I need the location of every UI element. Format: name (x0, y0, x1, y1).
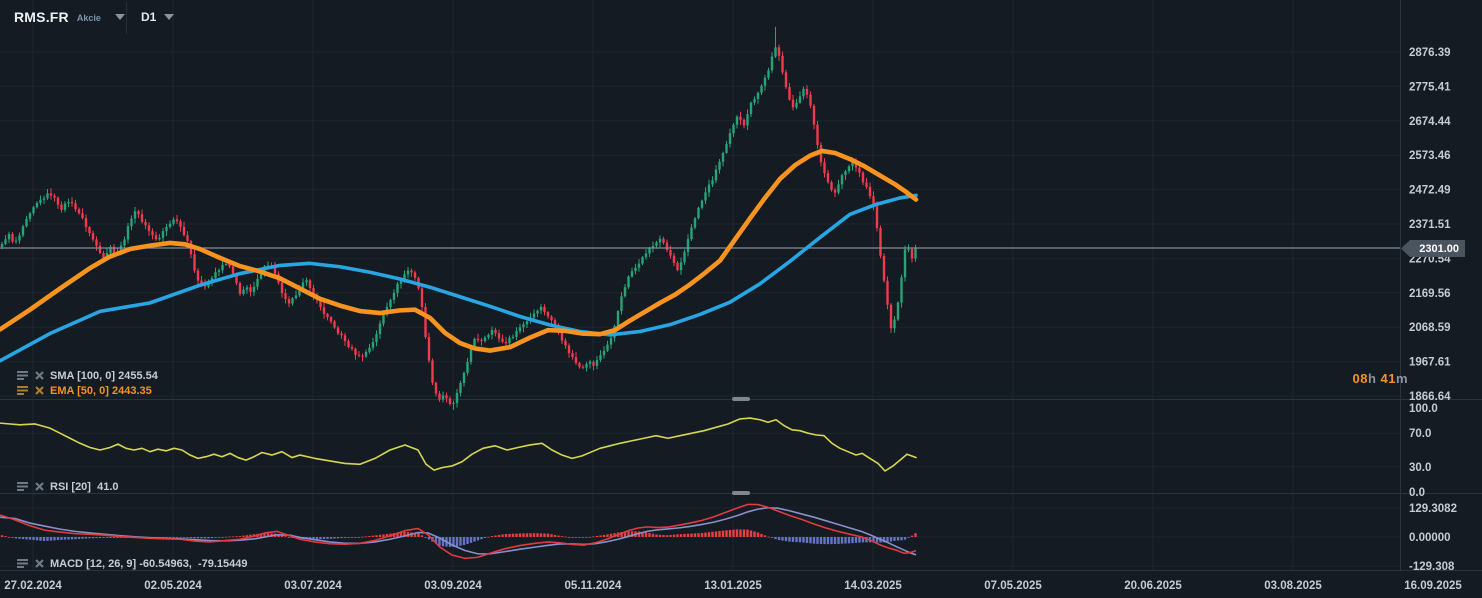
time-axis[interactable]: 27.02.2024 02.05.2024 03.07.2024 03.09.2024… (4, 580, 1462, 592)
bar-countdown-timer: 08h 41m (1353, 371, 1412, 386)
macd-axis-label: 0.00000 (1409, 532, 1451, 544)
timeframe-selector[interactable]: D1 (141, 10, 175, 24)
rsi-settings-icon[interactable] (16, 482, 28, 492)
current-price-badge: 2301.00 (1401, 240, 1465, 257)
gridlines (0, 0, 1400, 570)
market-type-label: Akcie (76, 13, 101, 23)
symbol-dropdown-chevron-icon[interactable] (114, 14, 125, 20)
candlestick-series (0, 26, 917, 410)
macd-line (0, 503, 917, 560)
macd-close-icon[interactable] (33, 559, 45, 569)
macd-signal-line (0, 506, 917, 556)
price-axis-label: 2876.39 (1409, 47, 1451, 59)
symbol-name[interactable]: RMS.FR (14, 9, 69, 25)
date-axis-label: 03.09.2024 (424, 580, 482, 592)
date-axis-label: 27.02.2024 (4, 580, 62, 592)
sma-indicator-legend: SMA [100, 0] 2455.54 (16, 369, 158, 382)
price-axis-label: 2573.46 (1409, 150, 1451, 162)
rsi-axis-label: 30.0 (1409, 462, 1431, 474)
countdown-hours-unit: h (1368, 371, 1377, 386)
macd-indicator-legend: MACD [12, 26, 9] -60.54963, -79.15449 (16, 557, 248, 570)
ema-label: EMA [50, 0] 2443.35 (50, 384, 152, 397)
macd-settings-icon[interactable] (16, 559, 28, 569)
date-axis-label: 14.03.2025 (844, 580, 902, 592)
date-axis-label: 13.01.2025 (704, 580, 762, 592)
macd-axis-label: -129.308 (1409, 561, 1455, 573)
sma-100-line (0, 193, 918, 363)
rsi-axis-label: 100.0 (1409, 403, 1438, 415)
timeframe-label[interactable]: D1 (141, 10, 157, 24)
countdown-hours: 08 (1352, 371, 1369, 386)
symbol-header[interactable]: RMS.FR Akcie (14, 9, 125, 25)
macd-panel-resize-handle[interactable] (732, 491, 750, 495)
date-axis-label: 20.06.2025 (1124, 580, 1182, 592)
date-axis-label: 03.07.2024 (284, 580, 342, 592)
macd-axis-label: 129.3082 (1409, 503, 1457, 515)
rsi-axis-label: 0.0 (1409, 487, 1425, 499)
rsi-axis-label: 70.0 (1409, 428, 1431, 440)
timeframe-dropdown-chevron-icon[interactable] (164, 14, 175, 20)
sma-close-icon[interactable] (33, 371, 45, 381)
rsi-indicator-legend: RSI [20] 41.0 (16, 480, 119, 493)
ema-settings-icon[interactable] (16, 386, 28, 396)
ema-close-icon[interactable] (33, 386, 45, 396)
price-axis-label: 2775.41 (1409, 81, 1451, 93)
ema-50-line (0, 148, 919, 353)
sma-label: SMA [100, 0] 2455.54 (50, 369, 158, 382)
rsi-panel-resize-handle[interactable] (732, 397, 750, 401)
header-divider (126, 2, 127, 34)
date-axis-label: 02.05.2024 (144, 580, 202, 592)
rsi-line (0, 417, 917, 472)
rsi-label: RSI [20] 41.0 (50, 480, 119, 493)
rsi-close-icon[interactable] (33, 482, 45, 492)
price-axis-label: 2371.51 (1409, 219, 1451, 231)
price-axis-label: 2472.49 (1409, 185, 1451, 197)
price-axis: 2876.39 2775.41 2674.44 2573.46 2472.49 2371.… (1409, 47, 1457, 573)
date-axis-label: 03.08.2025 (1264, 580, 1322, 592)
macd-label: MACD [12, 26, 9] -60.54963, -79.15449 (50, 557, 248, 570)
price-axis-label: 1866.64 (1409, 391, 1451, 403)
price-axis-label: 2068.59 (1409, 322, 1451, 334)
countdown-minutes-unit: m (1395, 371, 1408, 386)
countdown-minutes: 41 (1380, 371, 1396, 386)
ema-indicator-legend: EMA [50, 0] 2443.35 (16, 384, 152, 397)
price-axis-label: 1967.61 (1409, 357, 1451, 369)
sma-settings-icon[interactable] (16, 371, 28, 381)
date-axis-label: 05.11.2024 (565, 580, 623, 592)
price-axis-label: 2169.56 (1409, 288, 1451, 300)
price-axis-label: 2674.44 (1409, 116, 1451, 128)
date-axis-label: 16.09.2025 (1404, 580, 1462, 592)
date-axis-label: 07.05.2025 (984, 580, 1042, 592)
